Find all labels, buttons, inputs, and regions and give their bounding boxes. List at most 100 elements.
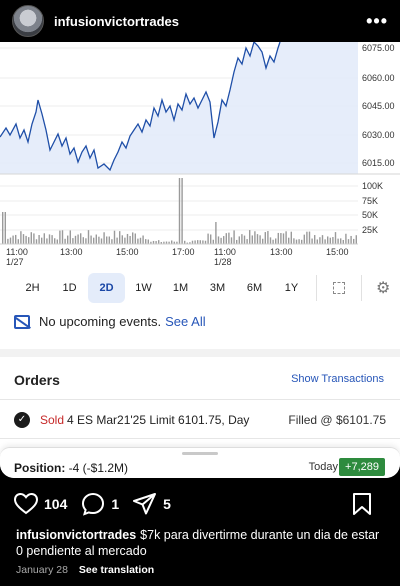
- volume-bar: [155, 241, 157, 244]
- volume-bar: [311, 238, 313, 244]
- volume-bar: [327, 236, 329, 244]
- order-row[interactable]: ✓ Sold 4 ES Mar21'25 Limit 6101.75, Day …: [14, 412, 386, 428]
- volume-bar: [61, 230, 64, 244]
- heart-icon[interactable]: [14, 493, 38, 515]
- show-transactions-link[interactable]: Show Transactions: [291, 373, 384, 385]
- volume-bar: [4, 212, 6, 244]
- volume-bar: [103, 232, 105, 244]
- timeframe-1w[interactable]: 1W: [135, 282, 152, 294]
- volume-bar: [108, 236, 110, 244]
- see-translation-link[interactable]: See translation: [78, 564, 155, 576]
- date-tick-label: 1/28: [214, 257, 232, 267]
- volume-bar: [147, 239, 149, 244]
- volume-bar: [77, 234, 79, 244]
- timeframe-1m[interactable]: 1M: [172, 282, 189, 294]
- time-tick-label: 13:00: [270, 247, 293, 257]
- volume-bar: [116, 237, 118, 244]
- volume-bar: [113, 230, 116, 244]
- volume-bar: [9, 237, 12, 244]
- price-tick-label: 6045.00: [362, 101, 395, 111]
- price-tick-label: 6075.00: [362, 43, 395, 53]
- save-action[interactable]: [352, 493, 372, 515]
- post-header: infusionvictortrades •••: [0, 0, 400, 42]
- volume-bar: [20, 231, 22, 244]
- like-action[interactable]: 104: [14, 493, 67, 515]
- volume-bar: [163, 241, 165, 244]
- volume-bar: [303, 234, 305, 244]
- comment-icon[interactable]: [81, 492, 105, 516]
- volume-bar: [243, 235, 246, 244]
- time-tick-label: 15:00: [116, 247, 139, 257]
- comment-action[interactable]: 1: [81, 492, 119, 516]
- timeframe-2h[interactable]: 2H: [25, 282, 40, 294]
- divider: [316, 275, 317, 301]
- volume-bar: [106, 236, 108, 244]
- avatar[interactable]: [12, 5, 44, 37]
- volume-bar: [262, 238, 264, 244]
- volume-bar: [173, 241, 175, 244]
- timeframe-3m[interactable]: 3M: [209, 282, 226, 294]
- volume-bar: [345, 233, 347, 244]
- volume-bar: [7, 238, 9, 244]
- price-tick-label: 6030.00: [362, 130, 395, 140]
- volume-bar: [207, 233, 209, 244]
- timeframe-1y[interactable]: 1Y: [284, 282, 299, 294]
- send-icon[interactable]: [133, 493, 157, 515]
- volume-bar: [184, 240, 186, 244]
- position-label: Position: -4 (-$1.2M): [14, 461, 129, 475]
- volume-bar: [246, 239, 248, 244]
- volume-bar: [225, 233, 227, 244]
- volume-bar: [306, 231, 308, 244]
- volume-tick-label: 25K: [362, 225, 378, 235]
- volume-bar: [67, 235, 69, 244]
- volume-bar: [168, 241, 170, 244]
- volume-bar: [126, 233, 129, 244]
- volume-bar: [93, 237, 95, 244]
- volume-bar: [285, 231, 287, 244]
- volume-bar: [259, 235, 261, 244]
- volume-bar: [197, 240, 199, 244]
- volume-bar: [230, 237, 233, 244]
- timeframe-2d[interactable]: 2D: [88, 273, 125, 303]
- time-tick-label: 13:00: [60, 247, 83, 257]
- volume-bar: [223, 236, 225, 244]
- volume-bar: [90, 235, 92, 244]
- volume-bar: [280, 233, 282, 244]
- gear-icon[interactable]: ⚙: [376, 280, 391, 297]
- see-all-link[interactable]: See All: [165, 314, 206, 329]
- volume-bar: [353, 238, 355, 244]
- volume-bar: [160, 242, 162, 244]
- volume-bar: [275, 238, 277, 244]
- volume-bar: [236, 239, 238, 244]
- volume-bar: [342, 239, 344, 244]
- volume-bar: [319, 237, 321, 244]
- post-meta: January 28 See translation: [16, 564, 154, 576]
- post-username[interactable]: infusionvictortrades: [54, 13, 179, 29]
- volume-bar: [121, 235, 123, 244]
- volume-bar: [22, 234, 25, 244]
- more-horizontal-icon[interactable]: •••: [366, 10, 388, 31]
- share-action[interactable]: 5: [133, 493, 171, 515]
- sheet-handle[interactable]: [182, 452, 218, 455]
- volume-bar: [228, 232, 230, 244]
- position-sheet[interactable]: Position: -4 (-$1.2M) Today +7,289: [0, 447, 400, 478]
- volume-bar: [238, 236, 240, 244]
- like-count: 104: [44, 496, 68, 512]
- price-line: [0, 42, 281, 172]
- volume-bar: [199, 240, 201, 244]
- timeframe-1d[interactable]: 1D: [62, 282, 77, 294]
- volume-bar: [15, 234, 17, 244]
- volume-bar: [171, 240, 173, 244]
- volume-bar: [25, 235, 27, 244]
- volume-bar: [282, 233, 285, 244]
- expand-icon[interactable]: [333, 282, 345, 294]
- volume-bar: [256, 234, 259, 244]
- share-count: 5: [163, 496, 171, 512]
- volume-bar: [165, 241, 168, 244]
- volume-bar: [264, 232, 266, 244]
- timeframe-6m[interactable]: 6M: [246, 282, 263, 294]
- volume-bar: [314, 235, 316, 244]
- bookmark-icon[interactable]: [352, 493, 372, 515]
- caption-username[interactable]: infusionvictortrades: [16, 528, 137, 542]
- volume-bar: [119, 231, 121, 244]
